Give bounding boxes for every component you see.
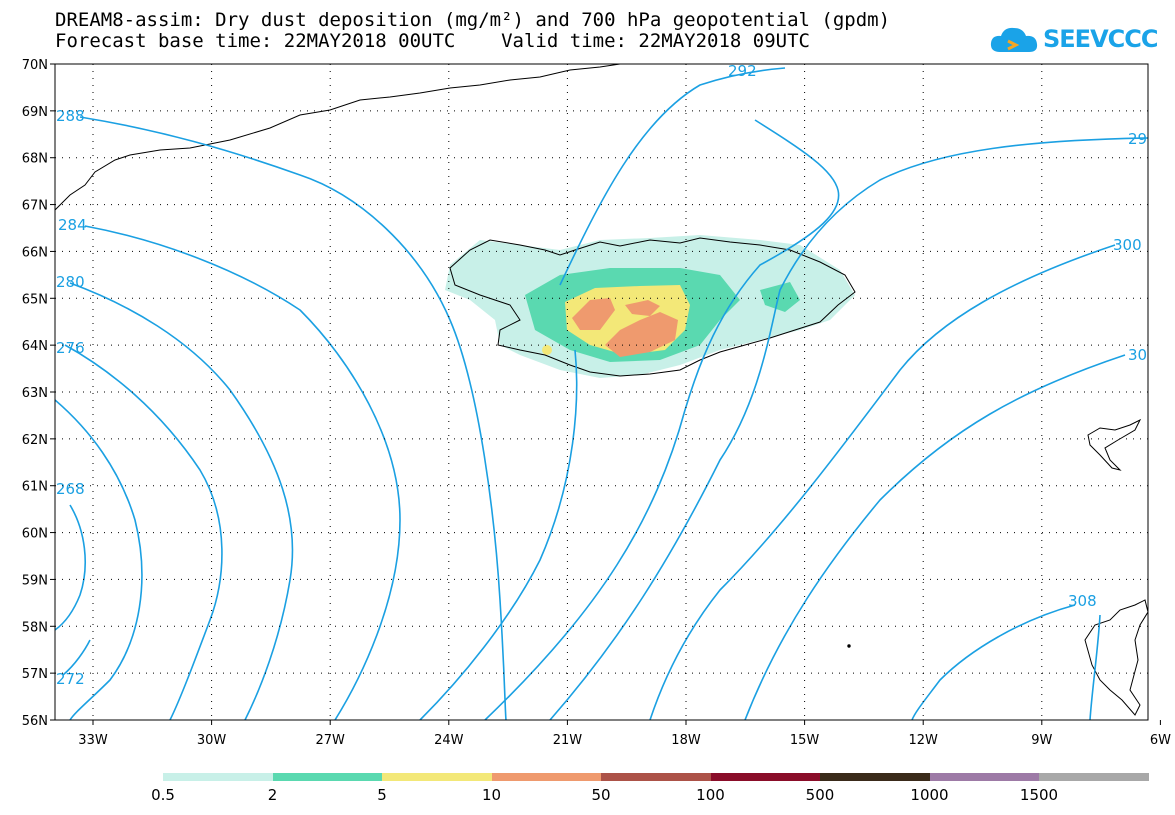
geopotential-contours [55, 67, 1148, 720]
graticule [55, 64, 1148, 720]
lon-label: 18W [671, 733, 701, 748]
seevccc-logo: SEEVCCC [988, 22, 1158, 58]
contour-label: 268 [56, 480, 85, 498]
lat-label: 57N [22, 667, 48, 682]
lat-label: 65N [22, 292, 48, 307]
legend-swatch [1039, 773, 1149, 781]
legend-swatch [491, 773, 601, 781]
contour-label: 288 [56, 107, 85, 125]
legend-label: 1500 [1019, 786, 1059, 804]
contour-label: 272 [56, 670, 85, 688]
contour-label: 284 [58, 216, 87, 234]
lat-label: 69N [22, 105, 48, 120]
contour-label: 29 [1128, 130, 1147, 148]
lon-label: 21W [553, 733, 583, 748]
lon-label: 12W [908, 733, 938, 748]
lon-axis: 33W 30W 27W 24W 21W 18W 15W 12W 9W 6W [78, 733, 1171, 748]
contour-label: 30 [1128, 346, 1147, 364]
lat-label: 60N [22, 527, 48, 542]
contour-label: 300 [1113, 236, 1142, 254]
map-title: DREAM8-assim: Dry dust deposition (mg/m²… [55, 9, 891, 31]
legend-label: 10 [481, 786, 502, 804]
lat-label: 64N [22, 339, 48, 354]
contour-label: 308 [1068, 592, 1097, 610]
legend-label: 5 [377, 786, 387, 804]
lat-label: 61N [22, 480, 48, 495]
map-subtitle: Forecast base time: 22MAY2018 00UTC Vali… [55, 30, 810, 52]
lat-axis: 70N 69N 68N 67N 66N 65N 64N 63N 62N 61N 60N 59N 58N 5… [22, 58, 48, 729]
legend-swatch [929, 773, 1039, 781]
lon-label: 9W [1031, 733, 1052, 748]
contour-label: 292 [728, 62, 757, 80]
lat-label: 67N [22, 199, 48, 214]
lon-label: 27W [315, 733, 345, 748]
legend-swatch [163, 773, 273, 781]
lon-label: 30W [197, 733, 227, 748]
legend-swatch [710, 773, 820, 781]
lat-label: 63N [22, 386, 48, 401]
legend-label: 100 [696, 786, 725, 804]
lat-label: 59N [22, 573, 48, 588]
legend-swatch [601, 773, 711, 781]
legend-swatch [272, 773, 382, 781]
dust-field [445, 235, 855, 378]
legend-label: 2 [267, 786, 278, 804]
cloud-icon [990, 27, 1038, 52]
coastline [55, 64, 1148, 716]
lat-label: 68N [22, 152, 48, 167]
axis-ticks [50, 63, 1161, 725]
lat-label: 56N [22, 714, 48, 729]
contour-labels: 292 288 284 280 276 268 272 29 300 30 30… [56, 62, 1147, 688]
legend-label: 50 [591, 786, 611, 804]
logo-text: SEEVCCC [1043, 25, 1158, 53]
contour-label: 280 [56, 273, 85, 291]
lon-label: 6W [1150, 733, 1171, 748]
lon-label: 15W [790, 733, 820, 748]
lat-label: 58N [22, 620, 48, 635]
legend-label: 0.5 [151, 786, 175, 804]
lon-label: 33W [78, 733, 108, 748]
legend-swatch [382, 773, 492, 781]
lat-label: 66N [22, 245, 48, 260]
legend-label: 1000 [910, 786, 949, 804]
lon-label: 24W [434, 733, 464, 748]
color-legend [163, 773, 1149, 781]
legend-label: 500 [805, 786, 835, 804]
lat-label: 62N [22, 433, 48, 448]
lat-label: 70N [22, 58, 48, 73]
legend-swatch [820, 773, 930, 781]
contour-label: 276 [56, 339, 85, 357]
